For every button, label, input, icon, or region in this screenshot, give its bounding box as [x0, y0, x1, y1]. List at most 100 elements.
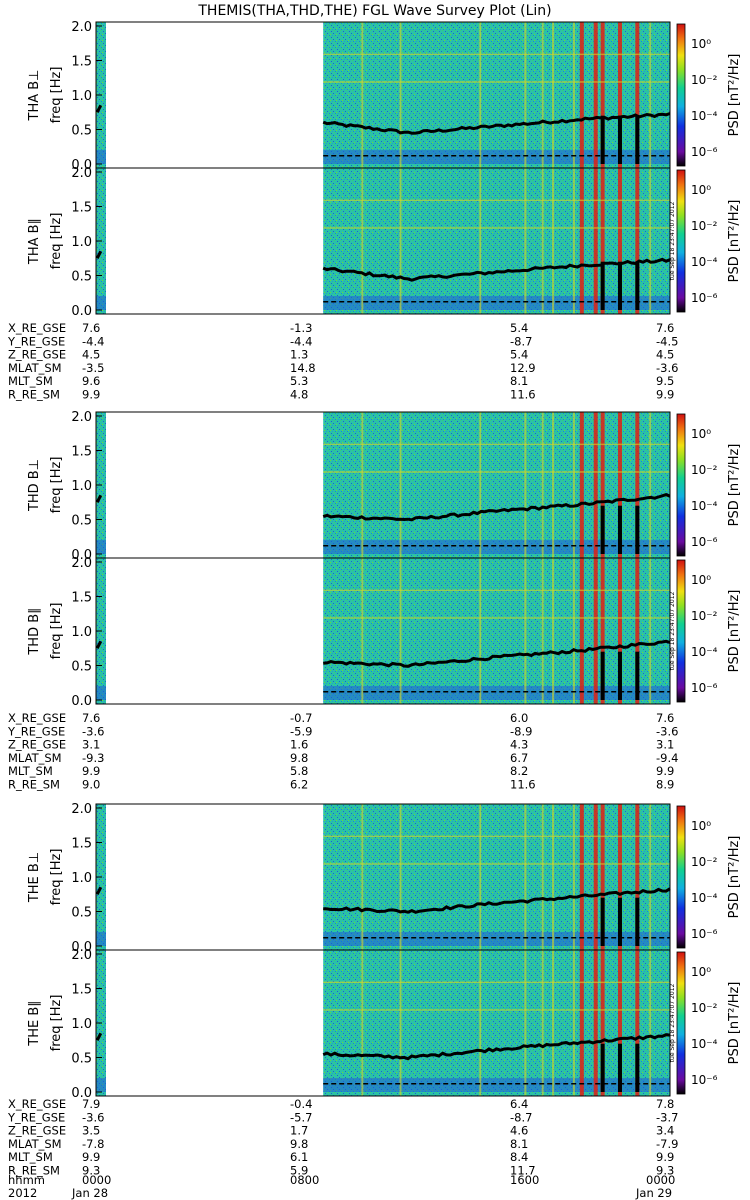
ephemeris-table: X_RE_GSE 7.9 -0.4 6.4 7.8 Y_RE_GSE -3.6 -5.7 -8.… [7, 1097, 678, 1178]
ephemeris-value: -3.5 [82, 361, 104, 375]
ephemeris-value: 3.1 [656, 738, 674, 752]
y-tick-label: 2.0 [71, 556, 92, 571]
interference-stripe [649, 950, 652, 1096]
interference-stripe [524, 412, 527, 558]
spin-frequency-line [322, 257, 671, 282]
ephemeris-value: -0.4 [290, 1097, 312, 1111]
interference-stripe [524, 22, 527, 168]
interference-stripe [579, 558, 584, 704]
interference-stripe [399, 412, 402, 558]
low-frequency-band [96, 932, 106, 946]
low-frequency-band [96, 296, 106, 310]
ephemeris-value: 1.7 [290, 1124, 308, 1138]
ephemeris-row-name: R_RE_SM [8, 1164, 60, 1178]
interference-stripe [552, 168, 555, 314]
colorbar-tick-label: 10⁻⁶ [691, 927, 718, 941]
ephemeris-value: 4.3 [510, 738, 528, 752]
y-tick-label: 2.0 [71, 20, 92, 35]
ephemeris-value: 8.4 [510, 1150, 528, 1164]
y-tick-label: 1.5 [71, 201, 92, 216]
ephemeris-row-name: X_RE_GSE [8, 321, 66, 335]
y-tick-label: 0.5 [71, 124, 92, 139]
low-frequency-band [96, 150, 106, 164]
colorbar-tick-label: 10⁻⁶ [691, 1073, 718, 1087]
interference-stripe [649, 804, 652, 950]
spectrogram-panel: 0.0 0.5 1.0 1.5 2.0 THD B⊥ freq [Hz] 10⁰ 10⁻² 10⁻… [27, 410, 742, 563]
early-trace [95, 886, 103, 895]
x-header-year: 2012 [8, 1186, 37, 1200]
colorbar-tick-label: 10⁻⁶ [691, 145, 718, 159]
spectrogram-data-region [323, 168, 670, 314]
early-trace [95, 250, 103, 259]
interference-stripe [635, 558, 640, 704]
colorbar [676, 559, 686, 703]
y-tick-label: 0.5 [71, 906, 92, 921]
x-tick-date: Jan 29 [635, 1186, 672, 1200]
horizontal-line [323, 81, 670, 83]
colorbar-label: PSD [nT²/Hz] [727, 836, 742, 919]
ephemeris-value: 9.5 [656, 374, 674, 388]
timestamp-stamp: tue Sep 18 23:47:07 2012 [669, 592, 676, 671]
ephemeris-value: 9.9 [82, 1150, 100, 1164]
ephemeris-value: -3.6 [82, 1110, 104, 1124]
colorbar-tick-label: 10⁰ [691, 183, 711, 197]
ephemeris-value: 9.9 [82, 764, 100, 778]
y-axis-label: freq [Hz] [49, 213, 64, 270]
trace-dip [617, 897, 622, 946]
interference-stripe [361, 412, 364, 558]
ephemeris-value: -0.7 [290, 711, 312, 725]
ephemeris-table: X_RE_GSE 7.6 -0.7 6.0 7.6 Y_RE_GSE -3.6 -5.9 -8.… [7, 711, 678, 792]
colorbar-tick-label: 10⁻² [691, 219, 718, 233]
trace-dip [617, 505, 622, 554]
interference-stripe [635, 22, 640, 168]
ephemeris-value: 5.4 [510, 348, 528, 362]
interference-stripe [572, 412, 575, 558]
interference-stripe [579, 950, 584, 1096]
trace-dip [617, 651, 622, 700]
interference-stripe [399, 558, 402, 704]
colorbar-tick-label: 10⁻² [691, 73, 718, 87]
ephemeris-value: 11.6 [510, 388, 536, 402]
panel-label: THE B⊥ [27, 852, 42, 903]
ephemeris-value: 12.9 [510, 361, 536, 375]
interference-stripe [579, 804, 584, 950]
ephemeris-value: 7.6 [656, 711, 674, 725]
interference-stripe [635, 804, 640, 950]
horizontal-line [323, 471, 670, 473]
ephemeris-value: 8.1 [510, 1137, 528, 1151]
ephemeris-value: 6.7 [510, 751, 528, 765]
interference-stripe [572, 950, 575, 1096]
interference-stripe [579, 22, 584, 168]
interference-stripe [600, 558, 605, 704]
interference-stripe [579, 168, 584, 314]
y-tick-label: 1.0 [71, 625, 92, 640]
interference-stripe [552, 412, 555, 558]
colorbar-label: PSD [nT²/Hz] [727, 982, 742, 1065]
interference-stripe [361, 168, 364, 314]
colorbar-tick-label: 10⁻⁴ [691, 109, 718, 123]
interference-stripe [649, 22, 652, 168]
y-tick-label: 2.0 [71, 948, 92, 963]
timestamp-stamp: tue Sep 18 23:47:07 2012 [669, 202, 676, 281]
interference-stripe [617, 804, 622, 950]
interference-stripe [600, 950, 605, 1096]
early-trace [95, 494, 103, 503]
ephemeris-value: -8.9 [510, 724, 532, 738]
ephemeris-value: 9.9 [656, 388, 674, 402]
figure-title: THEMIS(THA,THD,THE) FGL Wave Survey Plot… [197, 3, 551, 19]
interference-stripe [399, 804, 402, 950]
ephemeris-value: -5.7 [290, 1110, 312, 1124]
ephemeris-tables: X_RE_GSE 7.6 -1.3 5.4 7.6 Y_RE_GSE -4.4 -4.4 -8.… [7, 321, 678, 1178]
ephemeris-value: 7.6 [82, 321, 100, 335]
ephemeris-value: 6.0 [510, 711, 528, 725]
interference-stripe [617, 22, 622, 168]
ephemeris-row-name: X_RE_GSE [8, 1097, 66, 1111]
interference-stripe [649, 558, 652, 704]
low-frequency-band [96, 1078, 106, 1092]
trace-dip [600, 1043, 605, 1092]
y-tick-label: 0.5 [71, 270, 92, 285]
ephemeris-value: 8.9 [656, 778, 674, 792]
ephemeris-row-name: MLAT_SM [8, 751, 62, 765]
interference-stripe [552, 558, 555, 704]
y-axis-label: freq [Hz] [49, 67, 64, 124]
